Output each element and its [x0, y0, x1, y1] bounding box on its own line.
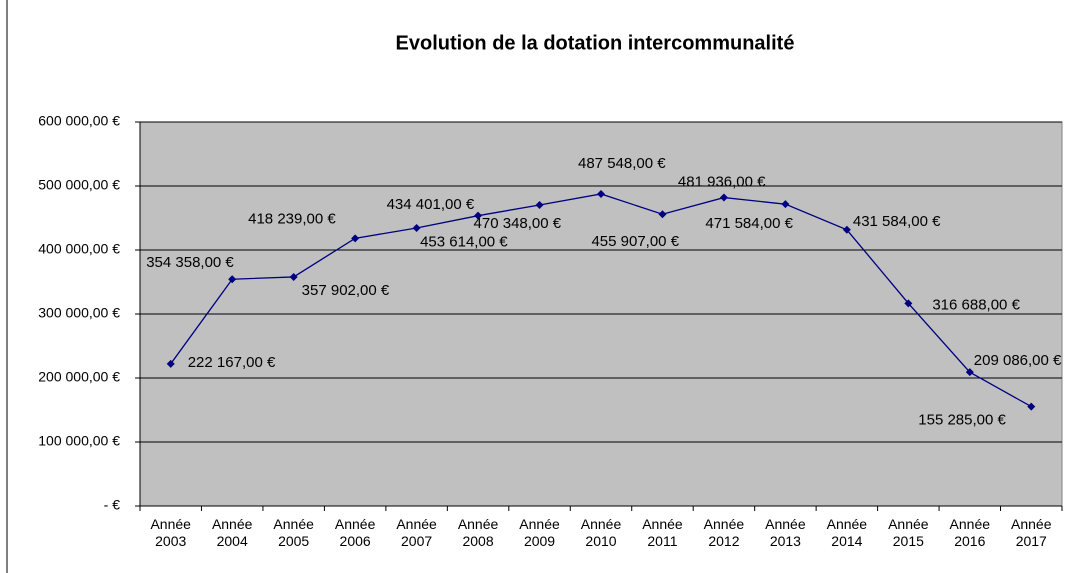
y-tick-label: 300 000,00 €	[38, 305, 120, 321]
x-tick-label: Année 2011	[642, 516, 683, 549]
x-tick-label: Année 2010	[580, 516, 622, 549]
marker	[228, 275, 237, 284]
marker	[658, 210, 667, 219]
marker	[781, 200, 790, 209]
data-label: 455 907,00 €	[591, 233, 679, 250]
data-label: 222 167,00 €	[188, 354, 276, 371]
data-label: 357 902,00 €	[302, 282, 390, 299]
x-tick-label: Année 2014	[826, 516, 868, 549]
chart-title: Evolution de la dotation intercommunalit…	[396, 32, 795, 54]
data-label: 453 614,00 €	[420, 234, 508, 251]
x-tick-label: Année 2003	[150, 516, 191, 549]
marker	[166, 359, 175, 368]
marker	[904, 299, 913, 308]
x-tick-label: Année 2009	[519, 516, 560, 549]
y-tick-label: 200 000,00 €	[38, 369, 120, 385]
marker	[597, 189, 605, 198]
data-label: 431 584,00 €	[853, 213, 941, 230]
y-tick-label: 400 000,00 €	[38, 241, 120, 257]
x-tick-label: Année 2007	[396, 516, 437, 549]
data-label: 487 548,00 €	[578, 155, 666, 172]
y-tick-label: - €	[104, 497, 121, 513]
x-tick-label: Année 2006	[334, 516, 376, 549]
data-label: 471 584,00 €	[705, 215, 793, 232]
marker	[351, 234, 360, 243]
data-label: 354 358,00 €	[146, 254, 234, 271]
marker	[535, 200, 544, 209]
x-tick-label: Année 2012	[703, 516, 745, 549]
x-tick-label: Année 2004	[211, 516, 253, 549]
y-tick-label: 500 000,00 €	[38, 177, 120, 193]
marker	[1027, 402, 1036, 411]
x-tick-label: Année 2016	[949, 516, 991, 549]
marker	[412, 223, 421, 232]
data-label: 418 239,00 €	[248, 210, 336, 227]
data-label: 481 936,00 €	[678, 174, 766, 191]
x-tick-label: Année 2013	[765, 516, 806, 549]
x-tick-label: Année 2005	[273, 516, 314, 549]
data-label: 316 688,00 €	[932, 296, 1020, 313]
data-label: 434 401,00 €	[387, 196, 475, 213]
marker	[289, 272, 298, 281]
data-label: 155 285,00 €	[918, 412, 1006, 429]
data-label: 209 086,00 €	[974, 352, 1062, 369]
data-label: 470 348,00 €	[474, 215, 562, 232]
y-tick-label: 600 000,00 €	[38, 113, 120, 129]
x-tick-label: Année 2008	[457, 516, 499, 549]
marker	[474, 211, 483, 220]
y-tick-label: 100 000,00 €	[38, 433, 120, 449]
marker	[719, 193, 728, 202]
x-tick-label: Année 2017	[1011, 516, 1052, 549]
marker	[842, 225, 851, 234]
marker	[965, 368, 974, 377]
x-tick-label: Année 2015	[888, 516, 929, 549]
